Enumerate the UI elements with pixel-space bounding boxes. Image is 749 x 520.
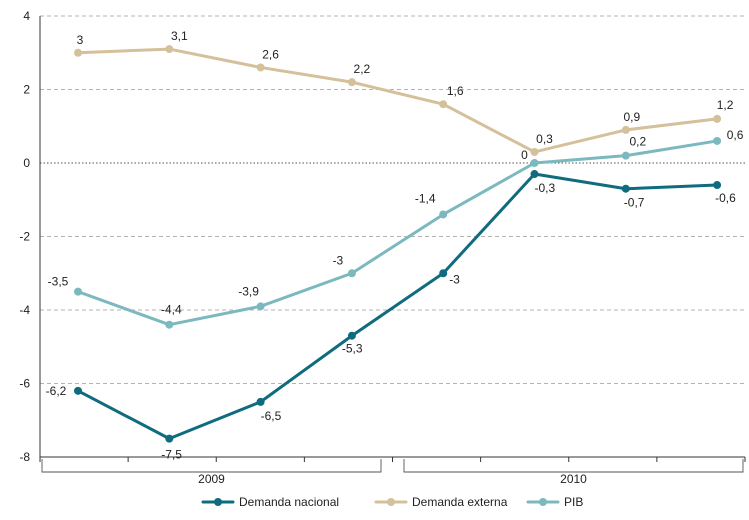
data-point <box>713 136 722 145</box>
legend-swatch-dot <box>214 498 222 506</box>
data-label: -4,4 <box>161 303 182 317</box>
data-label: 1,6 <box>447 84 464 98</box>
year-label-2010: 2010 <box>560 472 587 486</box>
legend-swatch-dot <box>387 498 395 506</box>
data-point <box>439 210 448 219</box>
data-point <box>530 159 539 167</box>
data-label: 1,2 <box>717 98 734 112</box>
data-label: 3,1 <box>171 29 188 43</box>
data-point <box>530 147 539 156</box>
legend: Demanda nacional Demanda externa PIB <box>201 495 583 509</box>
x-axis: 2009 2010 <box>39 16 746 486</box>
data-point <box>621 125 630 134</box>
data-point <box>347 269 356 278</box>
legend-entry-label: Demanda externa <box>412 495 508 509</box>
y-tick-label: -6 <box>19 377 30 391</box>
data-label: -3 <box>333 253 344 267</box>
data-point <box>530 170 539 179</box>
year-bracket-2010 <box>403 459 744 473</box>
legend-entry-label: Demanda nacional <box>239 495 339 509</box>
data-point <box>439 269 448 278</box>
data-label: 0,3 <box>536 132 553 146</box>
series-line-pib <box>76 139 719 327</box>
data-label: 2,2 <box>354 62 371 76</box>
series-line-demanda-nacional <box>76 172 719 441</box>
data-label: -3,9 <box>238 284 259 298</box>
data-label: 0,9 <box>623 110 640 124</box>
data-point <box>165 320 174 329</box>
data-point <box>74 386 82 395</box>
series-line-demanda-externa <box>76 47 719 154</box>
data-label: -3,5 <box>48 275 69 289</box>
data-point <box>74 48 82 57</box>
data-point <box>621 184 630 193</box>
data-label: 2,6 <box>262 47 279 61</box>
data-point <box>256 302 265 311</box>
data-label: -5,3 <box>342 342 363 356</box>
y-tick-label: 2 <box>23 83 30 97</box>
y-axis-ticks: 4 2 0 -2 -4 -6 -8 <box>19 9 30 464</box>
data-label: -3 <box>449 272 460 286</box>
data-point <box>74 287 82 296</box>
data-label: 0,2 <box>629 135 646 149</box>
data-point <box>165 434 174 443</box>
y-tick-label: 4 <box>23 9 30 23</box>
data-label: 0 <box>521 148 528 162</box>
legend-swatch-dot <box>539 498 547 506</box>
y-tick-label: -8 <box>19 450 30 464</box>
data-point <box>256 397 265 406</box>
data-label: -6,5 <box>261 409 282 423</box>
data-label: -7,5 <box>161 448 182 462</box>
data-point <box>439 100 448 109</box>
data-point <box>347 78 356 87</box>
data-point <box>347 331 356 340</box>
series-group <box>74 45 722 443</box>
data-label: -0,3 <box>535 181 556 195</box>
year-bracket-2009 <box>41 459 382 473</box>
data-label: -1,4 <box>415 191 436 205</box>
legend-entry-label: PIB <box>564 495 583 509</box>
data-point <box>713 114 722 123</box>
grid-lines <box>40 15 745 458</box>
data-point <box>621 151 630 160</box>
data-label: 0,6 <box>727 128 744 142</box>
data-labels: -6,2 -7,5 -6,5 -5,3 -3 -0,3 -0,7 -0,6 3 3,1 2,6 2,2… <box>46 29 744 462</box>
data-label: -0,6 <box>715 191 736 205</box>
data-label: 3 <box>77 33 84 47</box>
year-label-2009: 2009 <box>198 472 225 486</box>
y-tick-label: 0 <box>23 156 30 170</box>
data-label: -0,7 <box>624 196 645 210</box>
data-label: -6,2 <box>46 384 67 398</box>
data-point <box>256 63 265 72</box>
y-tick-label: -4 <box>19 303 30 317</box>
data-point <box>713 181 722 190</box>
y-tick-label: -2 <box>19 230 30 244</box>
data-point <box>165 45 174 54</box>
